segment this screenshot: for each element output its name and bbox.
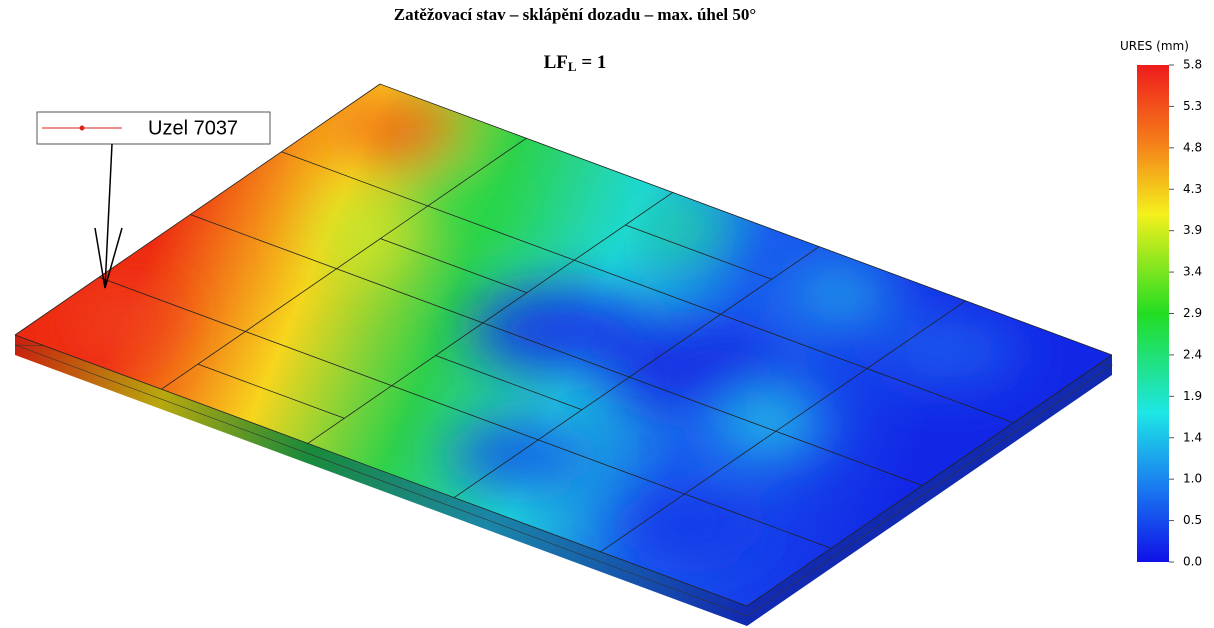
colorbar-title: URES (mm) [1120,39,1189,53]
plate [15,84,1112,626]
fea-result-view: Zatěžovací stav – sklápění dozadu – max.… [0,0,1214,628]
callout-dot [80,126,85,131]
title: Zatěžovací stav – sklápění dozadu – max.… [394,5,756,24]
colorbar-scale [1137,65,1169,562]
colorbar-tick-label: 5.8 [1183,58,1202,72]
colorbar-tick-label: 1.0 [1183,472,1202,486]
callout-label: Uzel 7037 [148,117,238,139]
subtitle-subscript: L [568,59,577,74]
colorbar-tick-label: 3.4 [1183,265,1202,279]
subtitle: LFL = 1 [544,52,607,74]
colorbar-tick-label: 4.8 [1183,140,1202,154]
colorbar: URES (mm) 5.8 5.3 4.8 4.3 3.9 3.4 2.9 2.4 1.9 1.4… [1120,39,1202,569]
subtitle-rest: = 1 [577,52,607,73]
colorbar-tick-label: 2.9 [1183,306,1202,320]
colorbar-tick-label: 1.9 [1183,389,1202,403]
colorbar-tick-label: 3.9 [1183,223,1202,237]
colorbar-tick-label: 0.0 [1183,555,1202,569]
colorbar-tick-label: 5.3 [1183,99,1202,113]
colorbar-tick-label: 1.4 [1183,430,1202,444]
colorbar-tick-label: 4.3 [1183,182,1202,196]
subtitle-main: LF [544,52,568,73]
colorbar-tick-label: 0.5 [1183,513,1202,527]
colorbar-tick-label: 2.4 [1183,347,1202,361]
